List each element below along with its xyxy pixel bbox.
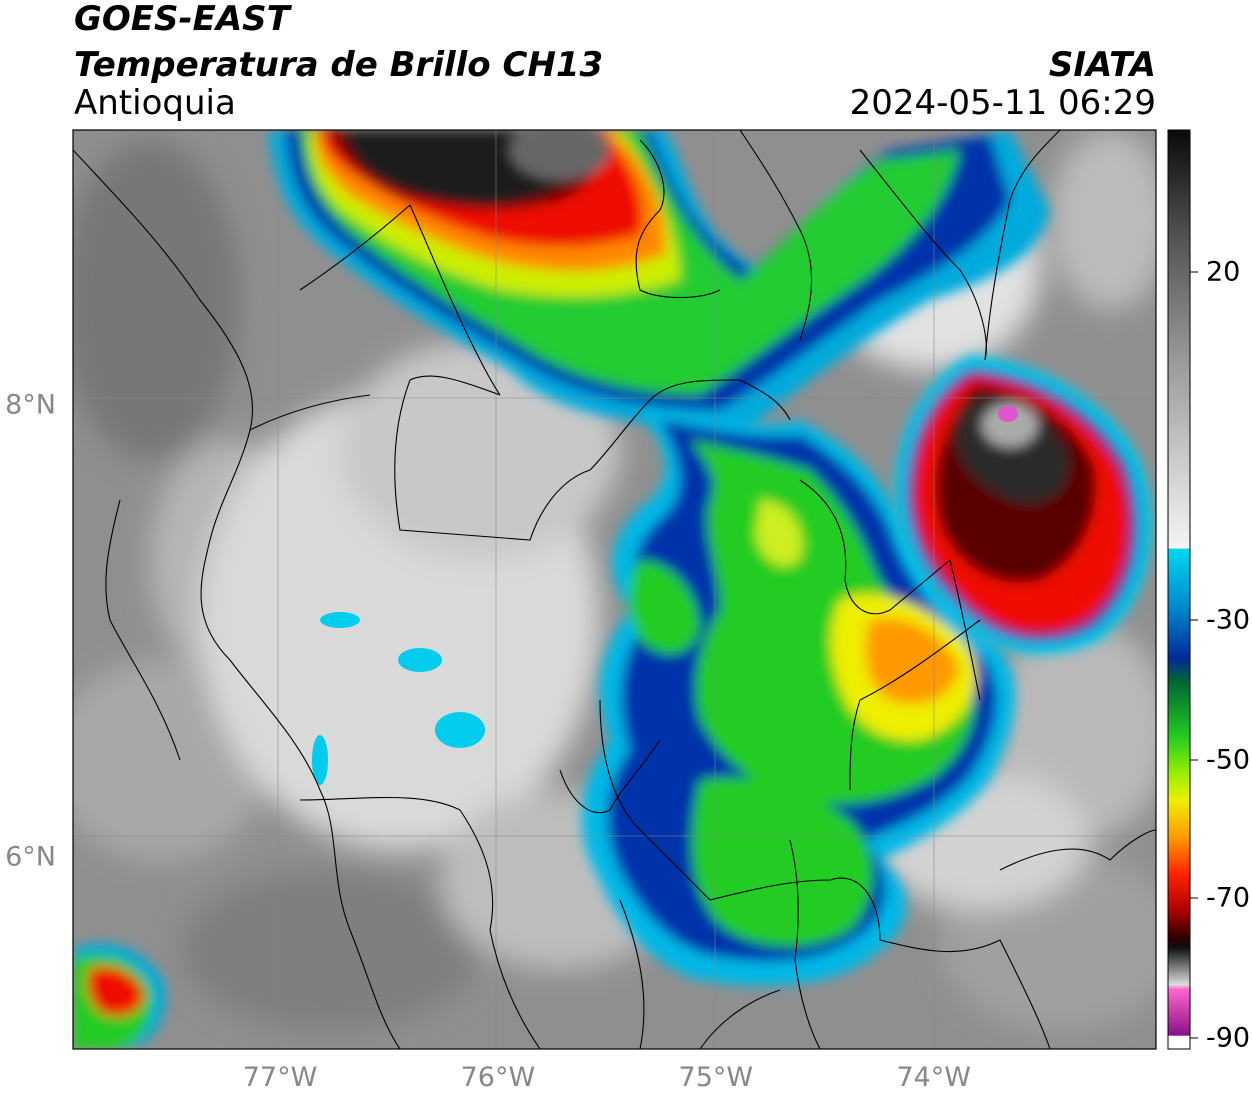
brightness-temperature-field: [73, 130, 1156, 1049]
lat-tick-label: 8°N: [5, 389, 56, 421]
colorbar-tick-label: -50: [1206, 744, 1251, 776]
administrative-boundaries: [73, 130, 1156, 1049]
timestamp-label: 2024-05-11 06:29: [849, 83, 1156, 123]
satellite-title: GOES-EAST: [74, 0, 290, 39]
product-title: Temperatura de Brillo CH13: [74, 45, 604, 85]
lon-tick-label: 77°W: [242, 1062, 318, 1093]
colorbar-tick-label: -90: [1206, 1022, 1251, 1054]
map-frame: [72, 129, 1157, 1050]
lat-tick-label: 6°N: [5, 841, 56, 873]
lon-tick-label: 74°W: [896, 1062, 972, 1093]
lon-tick-label: 76°W: [460, 1062, 536, 1093]
coldest-top-marker: [998, 406, 1018, 422]
graticule: [73, 130, 1156, 1049]
agency-label: SIATA: [1048, 45, 1156, 85]
lon-tick-label: 75°W: [678, 1062, 754, 1093]
region-label: Antioquia: [74, 83, 236, 123]
colorbar-tick-label: -70: [1206, 882, 1251, 914]
colorbar-tick-label: -30: [1206, 604, 1251, 636]
colorbar: [1167, 129, 1198, 1050]
colorbar-tick-label: 20: [1206, 256, 1241, 288]
